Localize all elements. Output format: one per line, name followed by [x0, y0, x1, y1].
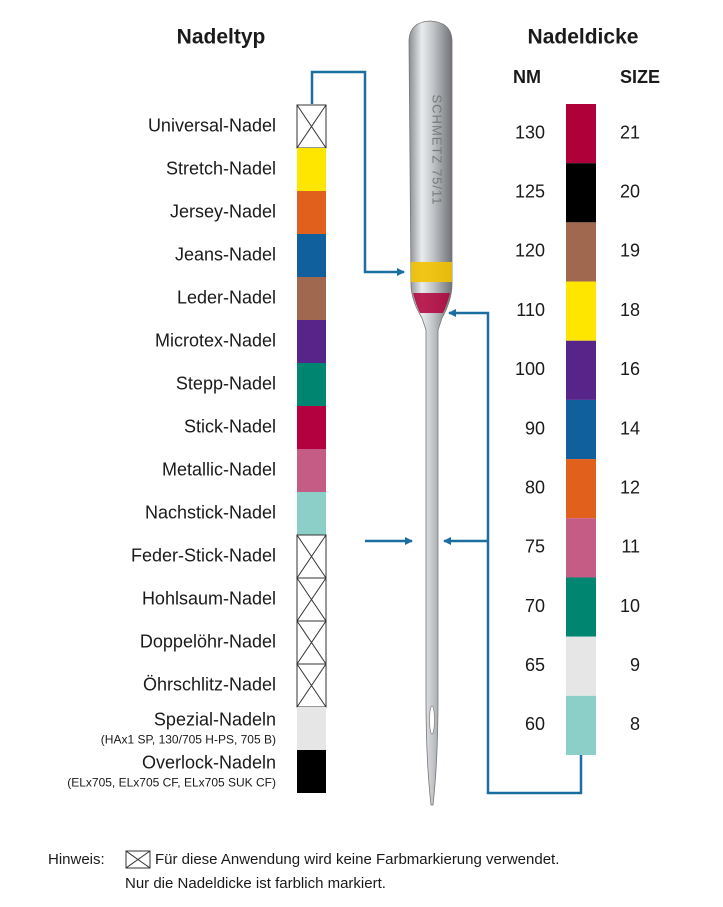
size-value: 19: [620, 241, 640, 261]
size-header: SIZE: [620, 67, 660, 87]
size-value: 10: [620, 596, 640, 616]
size-value: 20: [620, 182, 640, 202]
needle-type-label: Öhrschlitz-Nadel: [143, 674, 276, 694]
arrow: [448, 309, 583, 795]
size-value: 16: [620, 359, 640, 379]
color-swatch: [566, 104, 596, 164]
color-swatch: [566, 281, 596, 341]
needle-type-label: Metallic-Nadel: [162, 459, 276, 479]
needle-type-label: Jeans-Nadel: [175, 244, 276, 264]
nm-value: 110: [516, 300, 545, 320]
color-swatch: [566, 577, 596, 637]
nm-value: 70: [525, 596, 545, 616]
footer-line2: Nur die Nadeldicke ist farblich markiert…: [125, 875, 386, 892]
needle-type-label: Universal-Nadel: [148, 115, 276, 135]
color-swatch: [297, 406, 326, 449]
x-cross: [296, 104, 327, 149]
color-swatch: [297, 148, 326, 191]
nm-value: 120: [515, 241, 545, 261]
footer-line1: Für diese Anwendung wird keine Farbmarki…: [155, 851, 559, 868]
needle-label: SCHMETZ 75/11: [430, 94, 445, 205]
needle-type-label: Overlock-Nadeln: [142, 752, 276, 772]
x-icon: [125, 850, 151, 869]
color-swatch: [566, 695, 596, 755]
color-swatch: [566, 459, 596, 519]
needle-type-label: Stretch-Nadel: [166, 158, 276, 178]
color-swatch: [297, 277, 326, 320]
needle-type-label: Spezial-Nadeln: [154, 709, 276, 729]
needle-type-sublabel: (ELx705, ELx705 CF, ELx705 SUK CF): [67, 776, 276, 790]
left-title: Nadeltyp: [177, 26, 266, 49]
needle-type-label: Nachstick-Nadel: [145, 502, 276, 522]
needle-type-label: Stick-Nadel: [184, 416, 276, 436]
color-swatch: [566, 163, 596, 223]
needle-type-sublabel: (HAx1 SP, 130/705 H-PS, 705 B): [101, 733, 276, 747]
color-swatch: [297, 750, 326, 793]
x-cross: [296, 620, 327, 665]
x-cross: [296, 577, 327, 622]
nm-value: 100: [515, 359, 545, 379]
arrow: [310, 70, 405, 276]
x-cross: [296, 534, 327, 579]
color-swatch: [566, 636, 596, 696]
nm-value: 65: [525, 655, 545, 675]
nm-header: NM: [513, 67, 541, 87]
needle: SCHMETZ 75/11: [408, 20, 453, 806]
nm-value: 130: [515, 122, 545, 142]
color-swatch: [297, 492, 326, 535]
color-swatch: [566, 399, 596, 460]
color-swatch: [297, 363, 326, 406]
color-swatch: [297, 191, 326, 234]
needle-type-label: Jersey-Nadel: [170, 201, 276, 221]
color-swatch: [297, 707, 326, 750]
right-title: Nadeldicke: [528, 26, 639, 49]
footer-prefix: Hinweis:: [48, 851, 105, 868]
needle-type-label: Leder-Nadel: [177, 287, 276, 307]
nm-value: 75: [525, 537, 545, 557]
nm-value: 60: [525, 714, 545, 734]
needle-type-label: Feder-Stick-Nadel: [131, 545, 276, 565]
needle-type-label: Microtex-Nadel: [155, 330, 276, 350]
color-swatch: [566, 222, 596, 282]
color-swatch: [297, 234, 326, 277]
color-swatch: [566, 518, 596, 578]
color-swatch: [297, 320, 326, 363]
nm-value: 125: [515, 182, 545, 202]
size-value: 12: [620, 477, 640, 497]
size-value: 8: [630, 714, 640, 734]
size-value: 21: [620, 122, 640, 142]
needle-type-label: Stepp-Nadel: [176, 373, 276, 393]
needle-type-label: Hohlsaum-Nadel: [142, 588, 276, 608]
size-value: 18: [620, 300, 640, 320]
color-swatch: [297, 449, 326, 492]
color-swatch: [566, 340, 596, 400]
size-value: 14: [620, 418, 640, 438]
size-value: 9: [630, 655, 640, 675]
x-cross: [296, 663, 327, 708]
nm-value: 80: [525, 477, 545, 497]
needle-type-label: Doppelöhr-Nadel: [140, 631, 276, 651]
size-value: 11: [621, 537, 640, 557]
nm-value: 90: [525, 418, 545, 438]
